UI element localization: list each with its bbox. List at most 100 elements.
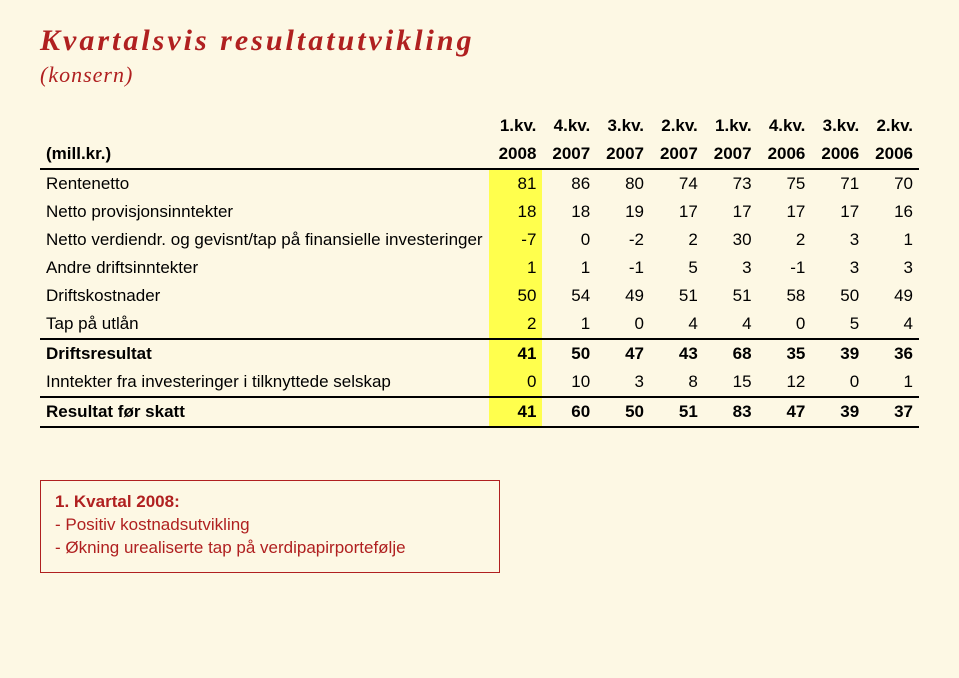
note-box: 1. Kvartal 2008: - Positiv kostnadsutvik… — [40, 480, 500, 573]
cell-value: 17 — [758, 198, 812, 226]
cell-value: 30 — [704, 226, 758, 254]
cell-value: 18 — [542, 198, 596, 226]
cell-value: 47 — [596, 339, 650, 368]
cell-value: 39 — [811, 339, 865, 368]
cell-value: 1 — [542, 310, 596, 339]
cell-value: 51 — [650, 282, 704, 310]
cell-value: -1 — [758, 254, 812, 282]
col-header-year: 2008 — [489, 140, 543, 169]
cell-value: 15 — [704, 368, 758, 397]
col-header-quarter: 1.kv. — [704, 112, 758, 140]
row-label: Netto verdiendr. og gevisnt/tap på finan… — [40, 226, 489, 254]
row-label: Rentenetto — [40, 169, 489, 198]
cell-value: 60 — [542, 397, 596, 427]
row-label: Tap på utlån — [40, 310, 489, 339]
cell-value: 51 — [650, 397, 704, 427]
row-label: Driftskostnader — [40, 282, 489, 310]
cell-value: 18 — [489, 198, 543, 226]
cell-value: 49 — [865, 282, 919, 310]
cell-value: 4 — [650, 310, 704, 339]
cell-value: 3 — [811, 226, 865, 254]
cell-value: 50 — [811, 282, 865, 310]
cell-value: 68 — [704, 339, 758, 368]
cell-value: 4 — [865, 310, 919, 339]
page-subtitle: (konsern) — [40, 62, 919, 88]
cell-value: 51 — [704, 282, 758, 310]
results-table: 1.kv.4.kv.3.kv.2.kv.1.kv.4.kv.3.kv.2.kv.… — [40, 112, 919, 428]
note-line: - Økning urealiserte tap på verdipapirpo… — [55, 537, 485, 560]
cell-value: 41 — [489, 339, 543, 368]
cell-value: -1 — [596, 254, 650, 282]
cell-value: 8 — [650, 368, 704, 397]
col-header-year: 2007 — [542, 140, 596, 169]
cell-value: 12 — [758, 368, 812, 397]
cell-value: 43 — [650, 339, 704, 368]
cell-value: 2 — [758, 226, 812, 254]
cell-value: 5 — [811, 310, 865, 339]
cell-value: 3 — [704, 254, 758, 282]
cell-value: 1 — [865, 226, 919, 254]
cell-value: 81 — [489, 169, 543, 198]
col-header-year: 2007 — [704, 140, 758, 169]
cell-value: 50 — [596, 397, 650, 427]
cell-value: 2 — [489, 310, 543, 339]
col-header-year: 2006 — [811, 140, 865, 169]
cell-value: 0 — [596, 310, 650, 339]
col-header-quarter: 2.kv. — [865, 112, 919, 140]
row-label: Resultat før skatt — [40, 397, 489, 427]
cell-value: 10 — [542, 368, 596, 397]
cell-value: 1 — [542, 254, 596, 282]
cell-value: 83 — [704, 397, 758, 427]
col-header-year: 2007 — [596, 140, 650, 169]
cell-value: 47 — [758, 397, 812, 427]
cell-value: 17 — [650, 198, 704, 226]
cell-value: 2 — [650, 226, 704, 254]
cell-value: 73 — [704, 169, 758, 198]
cell-value: 17 — [811, 198, 865, 226]
cell-value: 35 — [758, 339, 812, 368]
col-header-quarter: 1.kv. — [489, 112, 543, 140]
cell-value: 1 — [489, 254, 543, 282]
cell-value: 75 — [758, 169, 812, 198]
cell-value: 70 — [865, 169, 919, 198]
cell-value: 50 — [489, 282, 543, 310]
col-header-quarter: 2.kv. — [650, 112, 704, 140]
row-label-header: (mill.kr.) — [40, 140, 489, 169]
cell-value: 0 — [811, 368, 865, 397]
cell-value: 5 — [650, 254, 704, 282]
row-label: Driftsresultat — [40, 339, 489, 368]
cell-value: 41 — [489, 397, 543, 427]
cell-value: 3 — [811, 254, 865, 282]
col-header-quarter: 4.kv. — [542, 112, 596, 140]
header-spacer — [40, 112, 489, 140]
col-header-year: 2006 — [865, 140, 919, 169]
cell-value: 17 — [704, 198, 758, 226]
cell-value: 39 — [811, 397, 865, 427]
cell-value: 1 — [865, 368, 919, 397]
cell-value: 86 — [542, 169, 596, 198]
cell-value: 19 — [596, 198, 650, 226]
cell-value: -7 — [489, 226, 543, 254]
cell-value: 54 — [542, 282, 596, 310]
cell-value: 0 — [542, 226, 596, 254]
cell-value: 0 — [489, 368, 543, 397]
row-label: Inntekter fra investeringer i tilknytted… — [40, 368, 489, 397]
cell-value: 58 — [758, 282, 812, 310]
cell-value: 0 — [758, 310, 812, 339]
col-header-quarter: 3.kv. — [596, 112, 650, 140]
col-header-year: 2006 — [758, 140, 812, 169]
cell-value: 80 — [596, 169, 650, 198]
note-title: 1. Kvartal 2008: — [55, 491, 485, 514]
cell-value: -2 — [596, 226, 650, 254]
page-title: Kvartalsvis resultatutvikling — [40, 24, 919, 58]
cell-value: 3 — [865, 254, 919, 282]
col-header-year: 2007 — [650, 140, 704, 169]
cell-value: 37 — [865, 397, 919, 427]
row-label: Netto provisjonsinntekter — [40, 198, 489, 226]
cell-value: 3 — [596, 368, 650, 397]
cell-value: 50 — [542, 339, 596, 368]
cell-value: 49 — [596, 282, 650, 310]
note-line: - Positiv kostnadsutvikling — [55, 514, 485, 537]
row-label: Andre driftsinntekter — [40, 254, 489, 282]
cell-value: 16 — [865, 198, 919, 226]
